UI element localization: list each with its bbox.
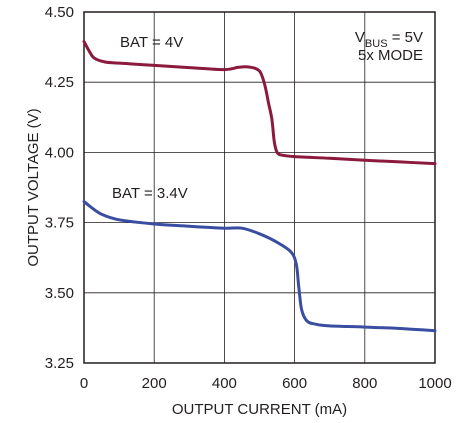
series-line-1 xyxy=(82,200,437,333)
y-axis-title: OUTPUT VOLTAGE (V) xyxy=(25,108,42,266)
series-label-bat-3-4v: BAT = 3.4V xyxy=(112,185,188,202)
vbus-subscript: BUS xyxy=(365,38,388,50)
x-tick-labels: 0 200 400 600 800 1000 xyxy=(80,375,452,392)
plot-frame xyxy=(83,11,436,364)
y-tick-label: 4.50 xyxy=(45,4,74,21)
series-layer xyxy=(82,40,437,333)
x-tick-label: 200 xyxy=(142,375,167,392)
x-tick-label: 600 xyxy=(282,375,307,392)
y-tick-label: 4.00 xyxy=(45,144,74,161)
x-tick-label: 1000 xyxy=(418,375,451,392)
y-tick-label: 3.25 xyxy=(45,355,74,372)
x-tick-label: 400 xyxy=(212,375,237,392)
y-tick-label: 4.25 xyxy=(45,74,74,91)
y-tick-labels: 3.25 3.50 3.75 4.00 4.25 4.50 xyxy=(45,4,74,372)
condition-annotation-vbus: VBUS = 5V xyxy=(355,29,423,50)
y-tick-label: 3.75 xyxy=(45,215,74,232)
x-tick-label: 0 xyxy=(80,375,88,392)
series-line-0 xyxy=(82,40,437,166)
condition-annotation-mode: 5x MODE xyxy=(358,47,423,64)
y-tick-label: 3.50 xyxy=(45,285,74,302)
x-tick-label: 800 xyxy=(352,375,377,392)
series-label-bat-4v: BAT = 4V xyxy=(120,34,183,51)
x-axis-title: OUTPUT CURRENT (mA) xyxy=(172,401,347,418)
